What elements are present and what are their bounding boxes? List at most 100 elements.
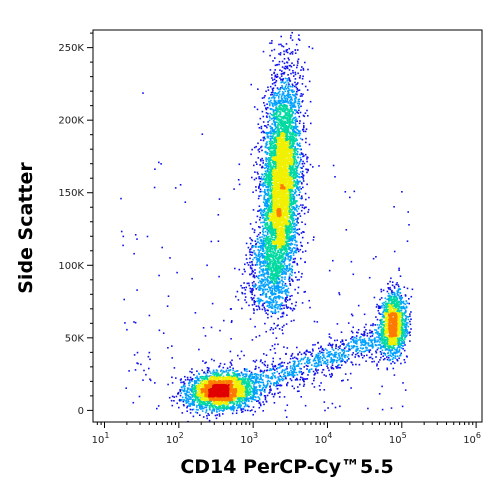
event-dot (265, 160, 268, 163)
event-dot (208, 406, 211, 408)
event-dot (303, 366, 305, 368)
event-dot (200, 405, 202, 407)
event-dot (258, 251, 260, 254)
event-dot (313, 358, 316, 361)
event-dot (299, 171, 302, 173)
event-dot (333, 359, 336, 361)
event-dot (258, 260, 261, 262)
event-dot (341, 354, 343, 356)
event-dot (264, 385, 266, 387)
event-dot (280, 261, 283, 263)
event-dot (294, 288, 296, 291)
event-dot (402, 348, 404, 350)
event-dot (298, 371, 301, 374)
event-dot (264, 386, 267, 389)
event-dot (256, 308, 258, 311)
event-dot (380, 346, 382, 349)
event-dot (292, 111, 295, 113)
event-dot (289, 131, 292, 134)
event-dot (198, 403, 200, 405)
event-dot (360, 344, 362, 347)
event-dot (323, 389, 326, 391)
event-dot (262, 244, 264, 246)
event-dot (275, 101, 278, 104)
event-dot (261, 285, 263, 287)
event-dot (383, 316, 385, 319)
event-dot (270, 268, 273, 271)
event-dot (358, 363, 361, 366)
event-dot (267, 284, 269, 287)
event-dot (263, 182, 265, 185)
event-dot (384, 346, 386, 349)
event-dot (322, 352, 325, 354)
event-dot (255, 189, 257, 192)
event-dot (255, 243, 257, 246)
event-dot (228, 406, 230, 409)
event-dot (223, 408, 225, 410)
event-dot (251, 373, 254, 376)
event-dot (285, 298, 288, 300)
event-dot (205, 406, 208, 409)
event-dot (288, 78, 291, 81)
event-dot (240, 378, 242, 380)
event-dot (374, 344, 377, 346)
event-dot (192, 394, 194, 397)
event-dot (286, 371, 289, 373)
event-dot (125, 387, 127, 389)
event-dot (294, 151, 296, 154)
event-dot (297, 360, 300, 362)
event-dot (259, 267, 261, 269)
event-dot (258, 250, 261, 252)
event-dot (409, 323, 412, 326)
event-dot (193, 403, 195, 406)
event-dot (148, 351, 151, 354)
event-dot (247, 377, 250, 380)
event-dot (275, 304, 277, 306)
event-dot (266, 179, 268, 182)
event-dot (399, 303, 401, 306)
event-dot (404, 308, 406, 310)
event-dot (257, 241, 260, 243)
event-dot (250, 296, 253, 299)
event-dot (276, 261, 279, 263)
event-dot (254, 240, 257, 242)
event-dot (251, 284, 254, 287)
event-dot (285, 88, 288, 90)
event-dot (212, 371, 214, 373)
event-dot (297, 207, 300, 210)
event-dot (269, 256, 271, 258)
event-dot (405, 306, 407, 309)
event-dot (404, 326, 407, 328)
event-dot (269, 154, 271, 156)
event-dot (265, 247, 267, 250)
event-dot (363, 334, 366, 336)
event-dot (326, 352, 328, 354)
event-dot (342, 359, 344, 362)
event-dot (284, 81, 287, 84)
event-dot (297, 250, 300, 253)
event-dot (302, 180, 305, 182)
event-dot (390, 292, 393, 295)
event-dot (314, 372, 316, 375)
event-dot (291, 214, 293, 216)
event-dot (123, 298, 125, 301)
event-dot (252, 377, 254, 380)
event-dot (290, 274, 293, 277)
event-dot (271, 74, 273, 76)
event-dot (270, 278, 272, 280)
event-dot (240, 372, 243, 375)
event-dot (293, 127, 296, 129)
event-dot (249, 267, 252, 269)
event-dot (232, 374, 235, 377)
event-dot (290, 218, 293, 221)
event-dot (240, 405, 242, 407)
event-dot (308, 196, 310, 199)
event-dot (311, 47, 314, 50)
event-dot (286, 368, 288, 370)
event-dot (286, 314, 288, 316)
event-dot (352, 352, 354, 354)
event-dot (281, 271, 284, 274)
event-dot (225, 408, 228, 410)
event-dot (294, 165, 297, 167)
event-dot (292, 214, 294, 217)
